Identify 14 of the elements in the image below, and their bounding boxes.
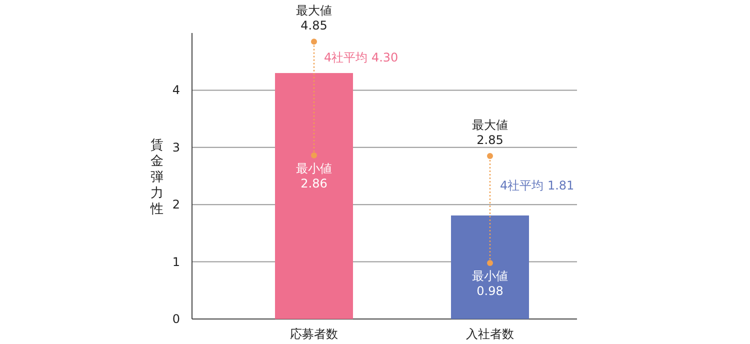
y-tick-label: 1 (172, 254, 180, 269)
y-tick-label: 0 (172, 312, 180, 326)
annotation: 最小値 2.86 (296, 161, 332, 190)
annotation: 最大値 4.85 (296, 4, 332, 33)
x-tick-label: 入社者数 (466, 327, 514, 341)
data-label: 4社平均 1.81 (500, 178, 574, 193)
x-tick-label: 応募者数 (290, 327, 338, 341)
annotation: 最大値 2.85 (472, 118, 508, 147)
annotation: 最小値 0.98 (472, 268, 508, 298)
data-label: 4社平均 4.30 (324, 50, 398, 64)
y-tick-label: 4 (172, 83, 180, 98)
y-tick-label: 2 (172, 198, 180, 212)
y-tick-label: 3 (172, 140, 180, 154)
y-axis-title: 賃金弾力性 (150, 138, 164, 217)
